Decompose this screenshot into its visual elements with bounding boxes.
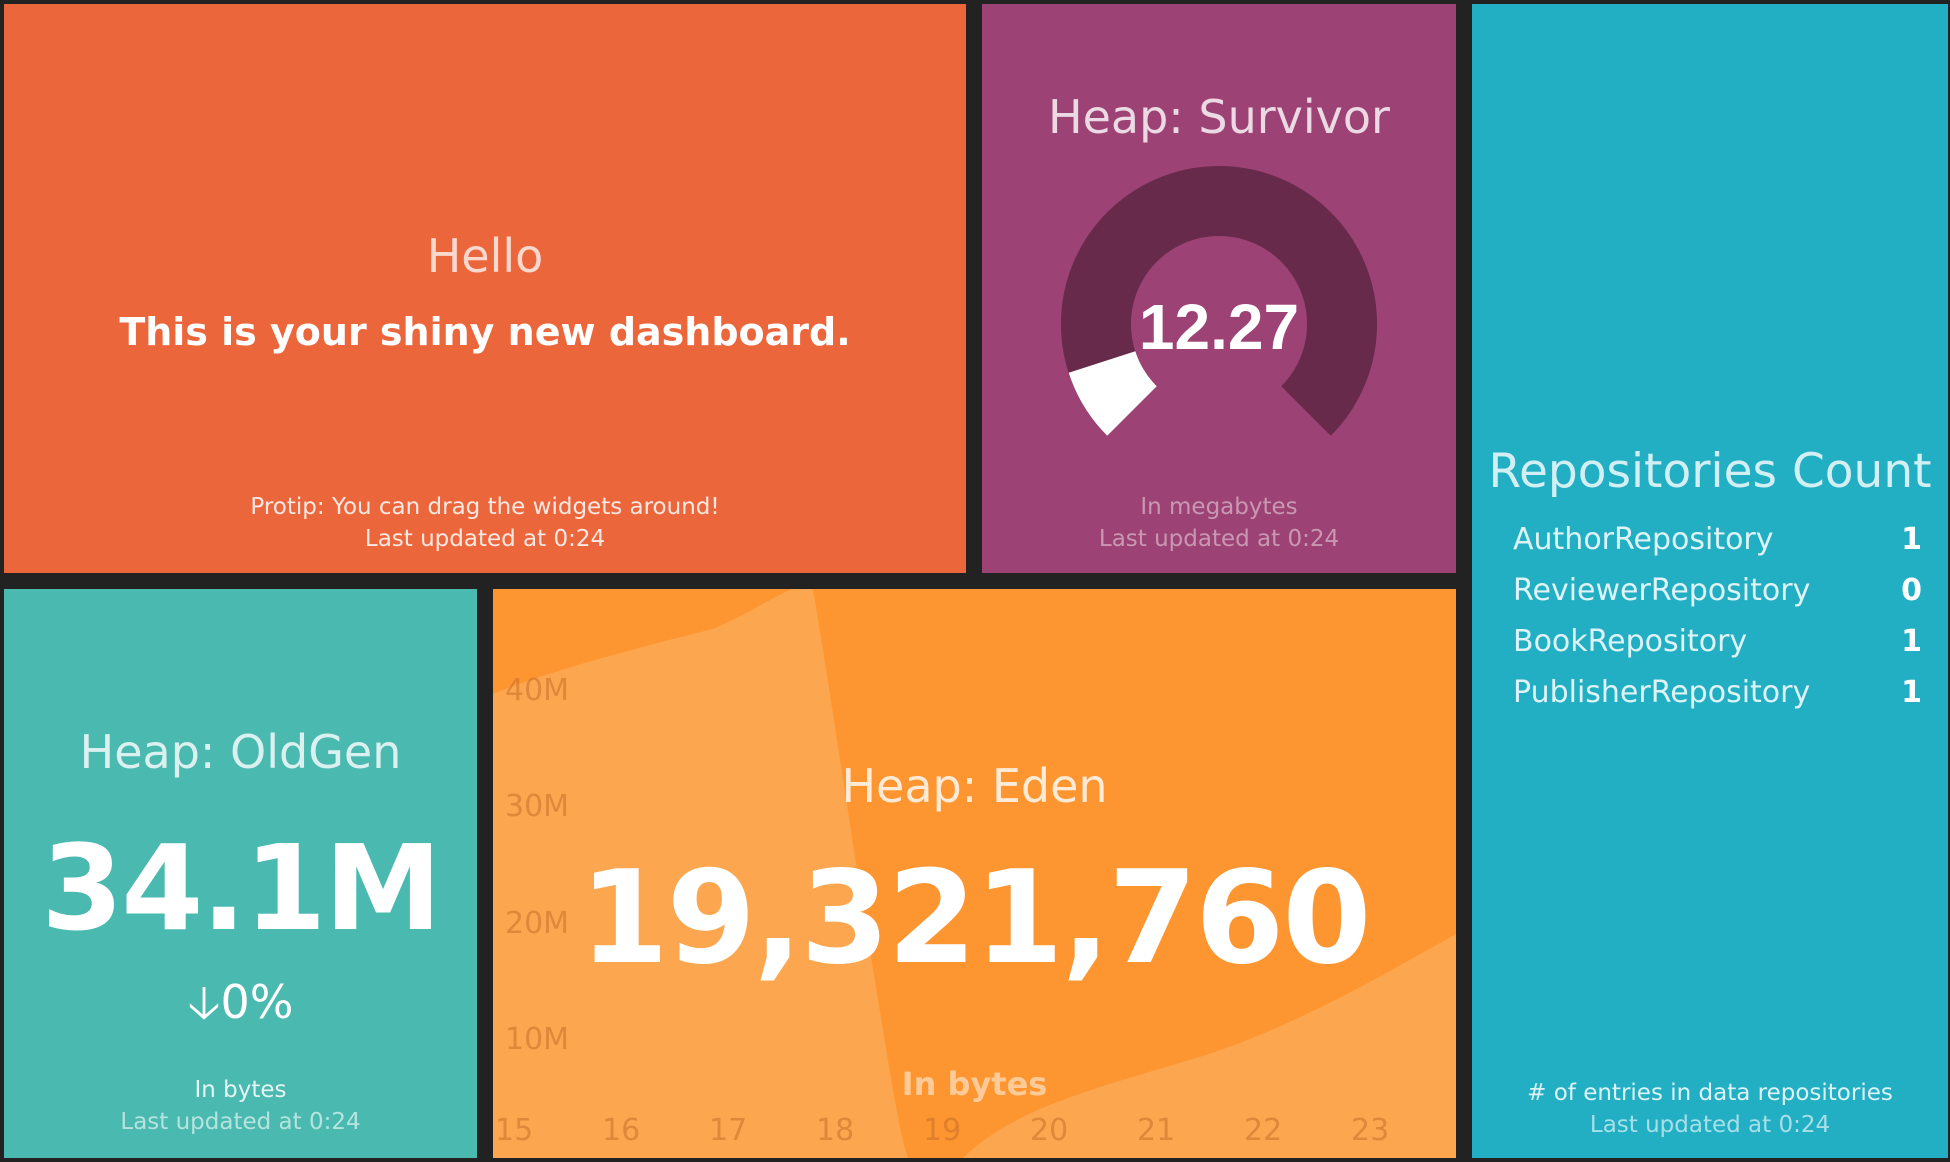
- change-rate-value: 0%: [220, 975, 294, 1029]
- widget-updated-at: Last updated at 0:24: [1589, 1112, 1831, 1138]
- list-item: PublisherRepository 1: [1513, 675, 1922, 726]
- y-tick-label: 20M: [505, 906, 570, 941]
- widget-more-info: In megabytes: [1140, 494, 1298, 520]
- list-item-label: BookRepository: [1513, 624, 1748, 659]
- widget-title: Heap: Survivor: [1048, 90, 1390, 144]
- gauge-fill: [1068, 350, 1158, 436]
- widget-updated-at: Last updated at 0:24: [1098, 526, 1340, 552]
- list-item-value: 1: [1901, 675, 1922, 710]
- widget-updated-at: Last updated at 0:24: [120, 1109, 361, 1135]
- x-tick-label: 21: [1137, 1113, 1176, 1148]
- y-tick-label: 40M: [505, 673, 570, 708]
- list-item-label: ReviewerRepository: [1513, 573, 1811, 608]
- widget-heap-eden[interactable]: 40M 30M 20M 10M 15 16 17 18 19 20 21 22 …: [493, 589, 1456, 1158]
- widget-heap-survivor[interactable]: Heap: Survivor 12.27 In megabytes Last u…: [982, 4, 1456, 573]
- x-tick-label: 17: [709, 1113, 748, 1148]
- list-item-value: 0: [1901, 573, 1922, 608]
- gauge-value: 12.27: [1138, 291, 1300, 363]
- list-item-label: PublisherRepository: [1513, 675, 1811, 710]
- graph-area: [493, 589, 1456, 1158]
- x-tick-label: 20: [1030, 1113, 1069, 1148]
- x-tick-label: 18: [816, 1113, 855, 1148]
- list-item-value: 1: [1901, 522, 1922, 557]
- widget-title: Heap: OldGen: [79, 725, 402, 779]
- list-item: AuthorRepository 1: [1513, 522, 1922, 573]
- list-item: BookRepository 1: [1513, 624, 1922, 675]
- x-tick-label: 23: [1351, 1113, 1390, 1148]
- widget-repositories-count[interactable]: Repositories Count AuthorRepository 1 Re…: [1472, 4, 1948, 1158]
- repository-list: AuthorRepository 1 ReviewerRepository 0 …: [1513, 522, 1922, 726]
- gauge-track: [1061, 166, 1377, 436]
- widget-text: This is your shiny new dashboard.: [119, 310, 851, 354]
- x-tick-label: 16: [602, 1113, 641, 1148]
- graph-series-light-lower: [963, 934, 1456, 1158]
- y-tick-label: 10M: [505, 1022, 570, 1057]
- widget-hello[interactable]: Hello This is your shiny new dashboard. …: [4, 4, 966, 573]
- change-rate: 🡣0%: [4, 969, 477, 1047]
- widget-more-info: Protip: You can drag the widgets around!: [250, 494, 720, 520]
- widget-heap-oldgen[interactable]: Heap: OldGen 34.1M 🡣0% In bytes Last upd…: [4, 589, 477, 1158]
- graph-series-light: [493, 589, 908, 1158]
- x-tick-label: 22: [1244, 1113, 1283, 1148]
- widget-value: 19,321,760: [579, 844, 1372, 993]
- widget-more-info: In bytes: [194, 1077, 287, 1103]
- widget-title: Repositories Count: [1488, 444, 1932, 499]
- widget-value: 34.1M: [41, 819, 442, 957]
- y-tick-label: 30M: [505, 789, 570, 824]
- widget-title: Hello: [426, 229, 544, 283]
- arrow-down-icon: 🡣: [187, 975, 221, 1029]
- widget-more-info: # of entries in data repositories: [1527, 1080, 1893, 1106]
- list-item: ReviewerRepository 0: [1513, 573, 1922, 624]
- widget-title: Heap: Eden: [841, 759, 1108, 813]
- x-tick-label: 15: [495, 1113, 534, 1148]
- x-tick-label: 19: [923, 1113, 962, 1148]
- list-item-label: AuthorRepository: [1513, 522, 1774, 557]
- widget-more-info: In bytes: [901, 1065, 1048, 1103]
- widget-updated-at: Last updated at 0:24: [364, 526, 606, 552]
- list-item-value: 1: [1901, 624, 1922, 659]
- gauge-meter: [1061, 166, 1377, 436]
